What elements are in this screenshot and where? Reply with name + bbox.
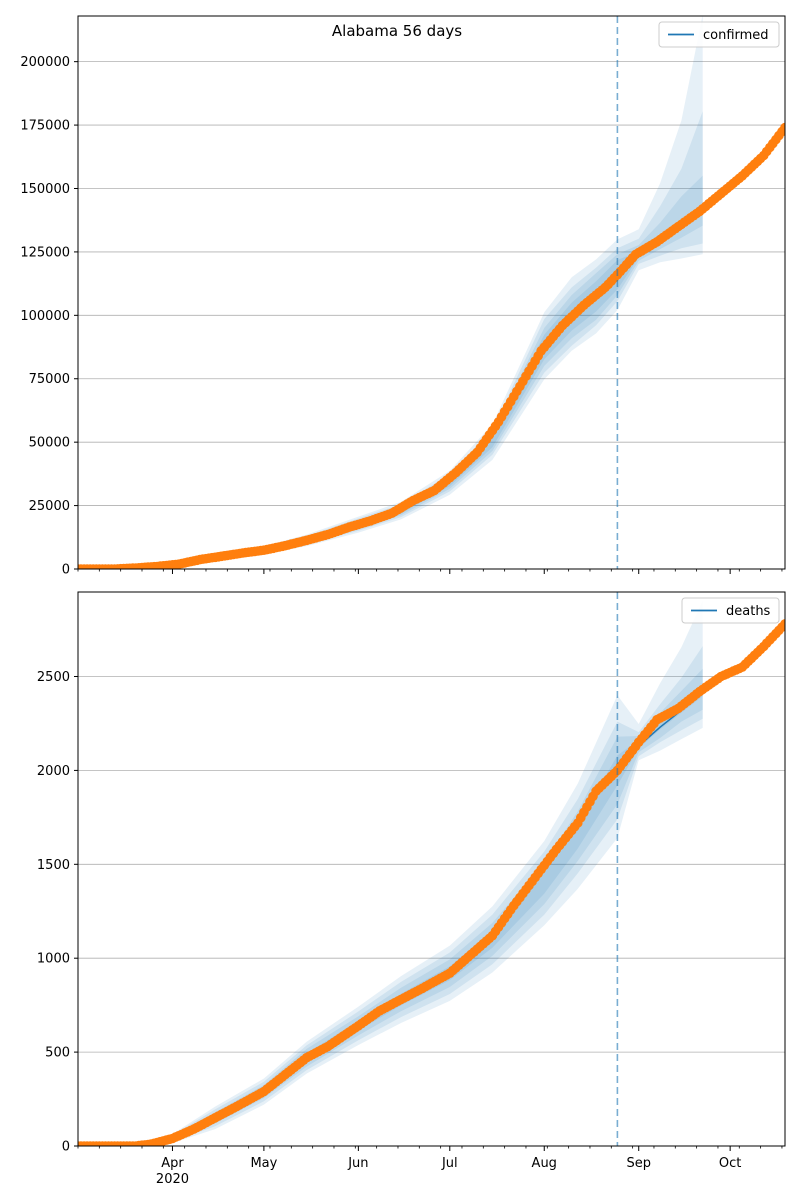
x-tick-label: May (250, 1156, 277, 1171)
y-tick-label: 2500 (37, 670, 70, 685)
x-tick-label: Aug (532, 1156, 557, 1171)
axes-frame (77, 591, 786, 1147)
y-tick-label: 150000 (20, 182, 70, 197)
x-tick-label: Oct (719, 1156, 741, 1171)
y-tick-label: 125000 (20, 245, 70, 260)
legend-box (658, 21, 780, 48)
observed-points (78, 619, 785, 1146)
axes-frame (77, 15, 786, 570)
y-tick-label: 1000 (37, 952, 70, 967)
y-tick-label: 75000 (29, 372, 70, 387)
y-axis: 0 25000 50000 75000 100000 125000 150000 175000… (20, 55, 78, 578)
y-tick-label: 2000 (37, 764, 70, 779)
legend-label: confirmed (703, 28, 769, 43)
y-tick-label: 175000 (20, 119, 70, 134)
legend-label: deaths (726, 604, 771, 619)
y-tick-label: 200000 (20, 55, 70, 70)
y-tick-label: 50000 (29, 436, 70, 451)
y-gridlines (78, 61, 785, 570)
observed-points (78, 122, 785, 569)
observed-point (780, 122, 785, 133)
legend: confirmed (658, 21, 780, 48)
x-axis (77, 569, 783, 574)
confidence-band-4 (263, 16, 703, 555)
y-tick-label: 0 (62, 563, 70, 578)
legend: deaths (681, 597, 780, 624)
confidence-bands (172, 600, 704, 1143)
confirmed-panel: 0 25000 50000 75000 100000 125000 150000 175000… (20, 15, 786, 578)
y-tick-label: 100000 (20, 309, 70, 324)
x-tick-label: Jul (441, 1156, 458, 1171)
y-tick-label: 25000 (29, 499, 70, 514)
observed-point (780, 619, 785, 629)
x-tick-label: Sep (626, 1156, 651, 1171)
confidence-band-3 (263, 111, 703, 554)
y-axis: 0 500 1000 1500 2000 2500 (37, 670, 78, 1155)
x-tick-year-label: 2020 (156, 1172, 189, 1187)
y-gridlines (78, 676, 785, 1147)
y-tick-label: 1500 (37, 858, 70, 873)
x-tick-label: Apr (161, 1156, 184, 1171)
confidence-band-4 (172, 600, 703, 1143)
y-tick-label: 500 (45, 1046, 70, 1061)
figure-title: Alabama 56 days (332, 22, 462, 40)
confidence-bands (263, 16, 704, 555)
legend-box (681, 597, 780, 624)
x-tick-label: Jun (347, 1156, 368, 1171)
y-tick-label: 0 (62, 1140, 70, 1155)
